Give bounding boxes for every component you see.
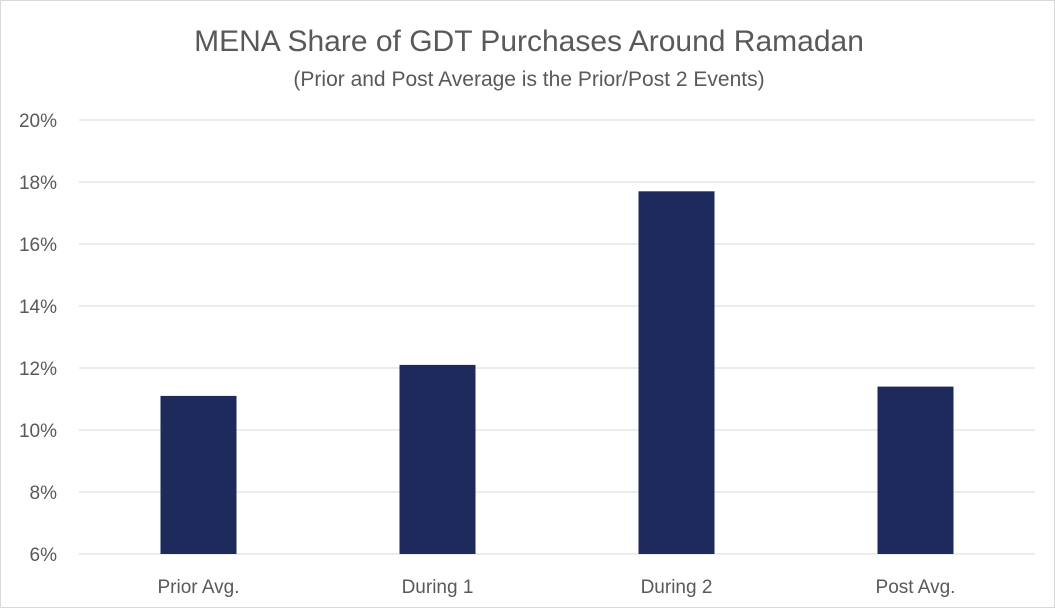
bar xyxy=(160,395,237,554)
gridlines xyxy=(79,119,1035,555)
bar xyxy=(638,191,715,555)
y-tick-label: 10% xyxy=(19,421,57,442)
bar xyxy=(877,386,954,554)
x-category-label: During 2 xyxy=(641,577,713,598)
y-tick-label: 8% xyxy=(30,483,58,504)
chart-title: MENA Share of GDT Purchases Around Ramad… xyxy=(194,25,864,58)
bars xyxy=(160,191,954,555)
x-category-label: Prior Avg. xyxy=(157,577,239,598)
y-tick-label: 6% xyxy=(30,545,58,566)
bar xyxy=(399,364,476,554)
y-tick-label: 18% xyxy=(19,173,57,194)
y-tick-label: 14% xyxy=(19,297,57,318)
x-axis-categories: Prior Avg. During 1 During 2 Post Avg. xyxy=(157,577,955,598)
y-tick-label: 20% xyxy=(19,111,57,132)
chart-subtitle: (Prior and Post Average is the Prior/Pos… xyxy=(293,68,764,91)
x-category-label: Post Avg. xyxy=(876,577,956,598)
x-category-label: During 1 xyxy=(402,577,474,598)
y-tick-label: 16% xyxy=(19,235,57,256)
y-axis-ticks: 6% 8% 10% 12% 14% 16% 18% 20% xyxy=(19,111,57,566)
y-tick-label: 12% xyxy=(19,359,57,380)
